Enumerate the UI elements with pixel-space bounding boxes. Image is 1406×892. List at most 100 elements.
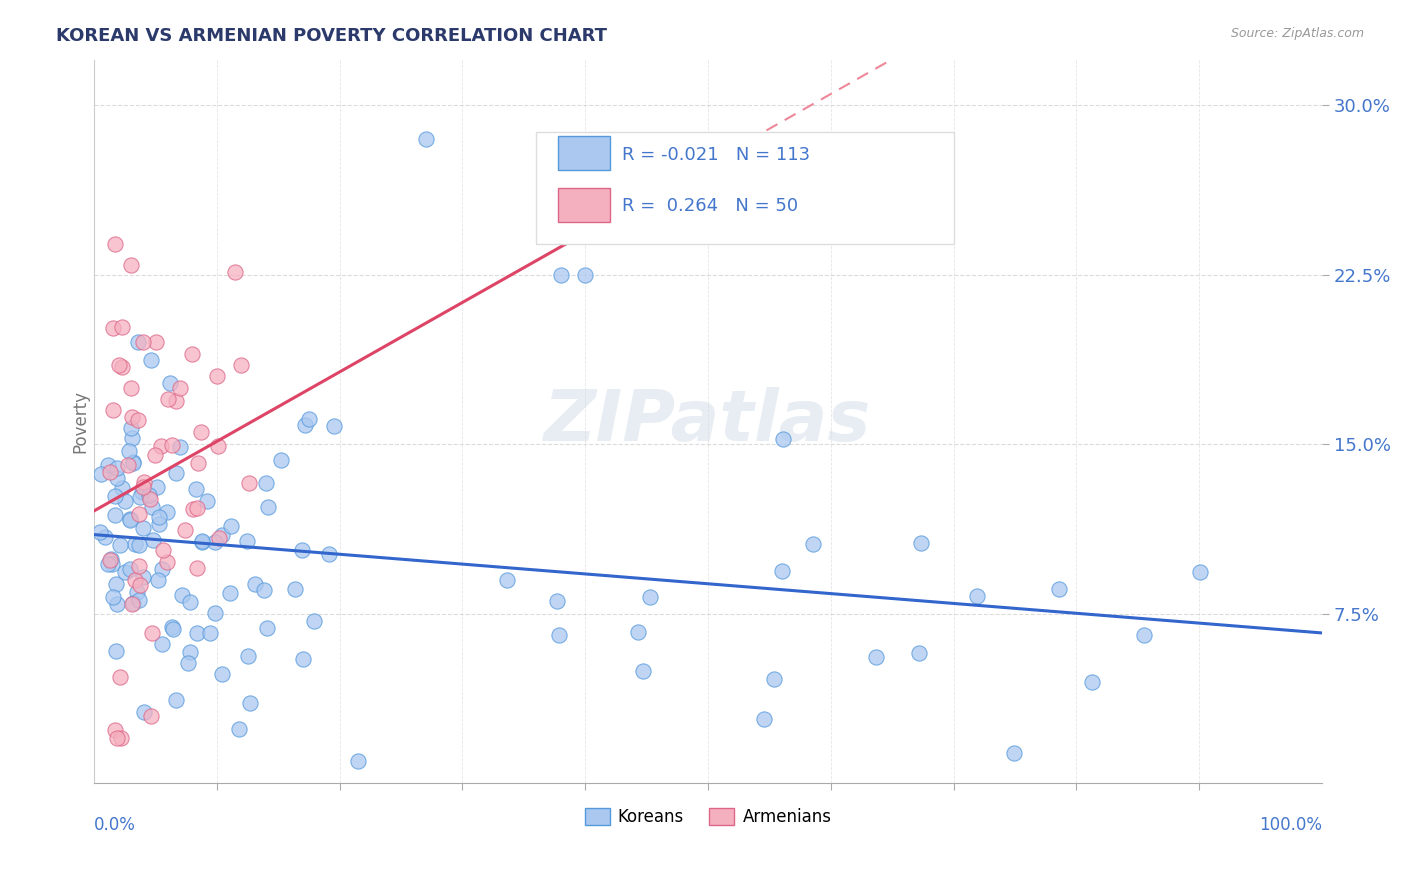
Point xyxy=(132,570,155,584)
Point xyxy=(224,265,246,279)
Point xyxy=(160,620,183,634)
Point xyxy=(96,557,118,571)
Point xyxy=(322,418,344,433)
Point xyxy=(150,562,173,576)
Point xyxy=(865,650,887,665)
FancyBboxPatch shape xyxy=(558,188,610,222)
Point xyxy=(191,534,214,549)
Point xyxy=(574,268,596,282)
Point xyxy=(763,672,786,686)
Point xyxy=(908,646,931,660)
Point xyxy=(105,471,128,485)
Point xyxy=(165,693,187,707)
Point xyxy=(204,606,226,620)
Point xyxy=(239,696,262,710)
Point xyxy=(145,335,167,350)
Point xyxy=(184,482,207,496)
Point xyxy=(198,626,221,640)
Point xyxy=(141,500,163,514)
Point xyxy=(770,564,793,578)
Point xyxy=(183,502,205,516)
Point xyxy=(127,413,149,427)
Text: ZIPatlas: ZIPatlas xyxy=(544,387,872,456)
Point xyxy=(124,537,146,551)
Point xyxy=(107,460,129,475)
Point xyxy=(131,521,153,535)
Point xyxy=(121,597,143,611)
Point xyxy=(205,369,228,384)
Point xyxy=(101,403,124,417)
Point xyxy=(101,558,124,572)
Point xyxy=(548,628,571,642)
Point xyxy=(132,705,155,719)
Point xyxy=(238,475,260,490)
Text: 100.0%: 100.0% xyxy=(1258,816,1322,834)
Point xyxy=(187,456,209,470)
Point xyxy=(111,320,134,334)
Point xyxy=(165,393,187,408)
Point xyxy=(211,667,233,681)
Point xyxy=(190,425,212,439)
Point xyxy=(772,432,794,446)
Point xyxy=(1080,674,1102,689)
Point xyxy=(110,538,132,552)
Point xyxy=(550,268,572,282)
Point xyxy=(120,259,142,273)
Point xyxy=(181,347,204,361)
Point xyxy=(128,508,150,522)
Point xyxy=(1047,582,1070,596)
Point xyxy=(496,573,519,587)
Point xyxy=(139,491,162,506)
Point xyxy=(104,508,127,522)
Point xyxy=(1002,746,1025,760)
Point xyxy=(284,582,307,597)
Point xyxy=(150,637,173,651)
Point xyxy=(627,624,650,639)
Point xyxy=(172,588,194,602)
Point xyxy=(132,480,155,494)
Text: KOREAN VS ARMENIAN POVERTY CORRELATION CHART: KOREAN VS ARMENIAN POVERTY CORRELATION C… xyxy=(56,27,607,45)
Point xyxy=(195,493,218,508)
Point xyxy=(236,533,259,548)
FancyBboxPatch shape xyxy=(558,136,610,169)
Point xyxy=(121,431,143,445)
Point xyxy=(291,542,314,557)
Point xyxy=(104,490,127,504)
Point xyxy=(631,664,654,678)
Point xyxy=(415,132,437,146)
Point xyxy=(160,438,183,452)
Point xyxy=(150,439,173,453)
Point xyxy=(252,583,274,598)
Point xyxy=(292,652,315,666)
Point xyxy=(256,621,278,635)
Point xyxy=(156,505,179,519)
Point xyxy=(179,595,201,609)
Point xyxy=(132,475,155,489)
Point xyxy=(152,542,174,557)
Point xyxy=(638,591,661,605)
Point xyxy=(120,562,142,576)
Point xyxy=(141,709,163,723)
Point xyxy=(98,465,121,479)
Point xyxy=(294,417,316,432)
Point xyxy=(966,589,988,603)
Point xyxy=(162,622,184,636)
Point xyxy=(117,458,139,472)
Point xyxy=(105,731,128,746)
Point xyxy=(236,648,259,663)
Point xyxy=(142,533,165,548)
Point xyxy=(97,458,120,473)
Point xyxy=(124,574,146,588)
Point xyxy=(245,576,267,591)
Point xyxy=(148,574,170,588)
Point xyxy=(169,381,191,395)
Point xyxy=(121,409,143,424)
Point xyxy=(190,533,212,548)
Point xyxy=(204,534,226,549)
Point xyxy=(138,488,160,502)
Point xyxy=(131,484,153,499)
Point xyxy=(120,381,142,395)
Point xyxy=(218,585,240,599)
Point xyxy=(177,656,200,670)
Point xyxy=(254,475,277,490)
